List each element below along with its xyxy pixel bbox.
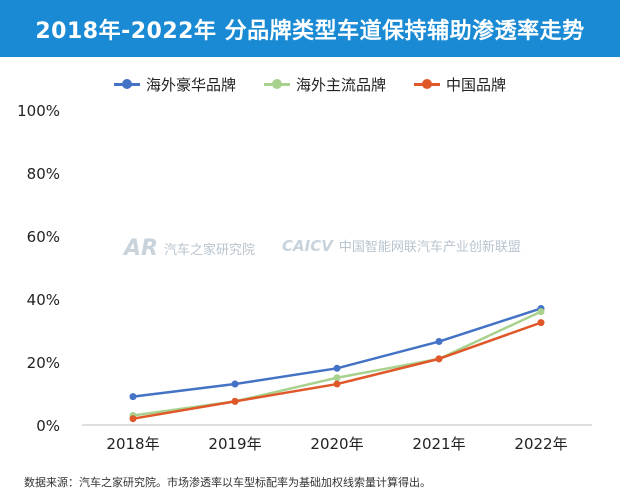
x-tick-label: 2022年: [514, 435, 567, 453]
y-tick-label: 60%: [27, 228, 60, 246]
y-tick-label: 40%: [27, 291, 60, 309]
legend-label-series-3: 中国品牌: [446, 75, 507, 94]
source-footnote: 数据来源：汽车之家研究院。市场渗透率以车型标配率为基础加权线索量计算得出。: [24, 476, 431, 489]
y-tick-label: 100%: [17, 102, 60, 120]
legend-swatch-series-3: [414, 78, 440, 90]
watermark-caicv: CAICV 中国智能网联汽车产业创新联盟: [282, 236, 521, 256]
y-tick-label: 80%: [27, 165, 60, 183]
data-point-series-1: [333, 364, 341, 372]
watermark-autohome: AR 汽车之家研究院: [124, 236, 255, 261]
data-point-series-3: [435, 355, 443, 363]
watermark-autohome-text: 汽车之家研究院: [163, 243, 255, 258]
legend-swatch-series-2: [263, 78, 290, 90]
data-point-series-2: [333, 374, 341, 382]
legend-swatch-series-1: [113, 78, 140, 90]
data-point-series-3: [537, 319, 545, 327]
legend-label-series-2: 海外主流品牌: [295, 75, 386, 94]
legend-label-series-1: 海外豪华品牌: [145, 75, 236, 94]
watermark-caicv-text: 中国智能网联汽车产业创新联盟: [338, 240, 521, 255]
y-tick-label: 0%: [36, 417, 60, 435]
x-tick-label: 2019年: [208, 435, 261, 453]
watermark-caicv-logo: CAICV: [282, 236, 333, 255]
chart-title: 2018年-2022年 分品牌类型车道保持辅助渗透率走势: [0, 0, 620, 57]
data-point-series-2: [537, 308, 545, 316]
y-tick-label: 20%: [27, 354, 60, 372]
legend: 海外豪华品牌 海外主流品牌 中国品牌: [0, 72, 620, 96]
data-point-series-1: [435, 338, 443, 346]
data-point-series-1: [231, 380, 239, 388]
legend-item-series-3: 中国品牌: [414, 74, 506, 95]
x-tick-label: 2018年: [106, 435, 159, 453]
data-point-series-3: [231, 397, 239, 405]
data-point-series-3: [333, 380, 341, 388]
x-tick-label: 2021年: [412, 435, 465, 453]
x-tick-label: 2020年: [310, 435, 363, 453]
data-point-series-3: [129, 415, 137, 423]
data-point-series-1: [129, 393, 137, 401]
watermark-autohome-logo: AR: [124, 236, 158, 261]
legend-item-series-1: 海外豪华品牌: [113, 74, 236, 95]
legend-item-series-2: 海外主流品牌: [263, 74, 386, 95]
